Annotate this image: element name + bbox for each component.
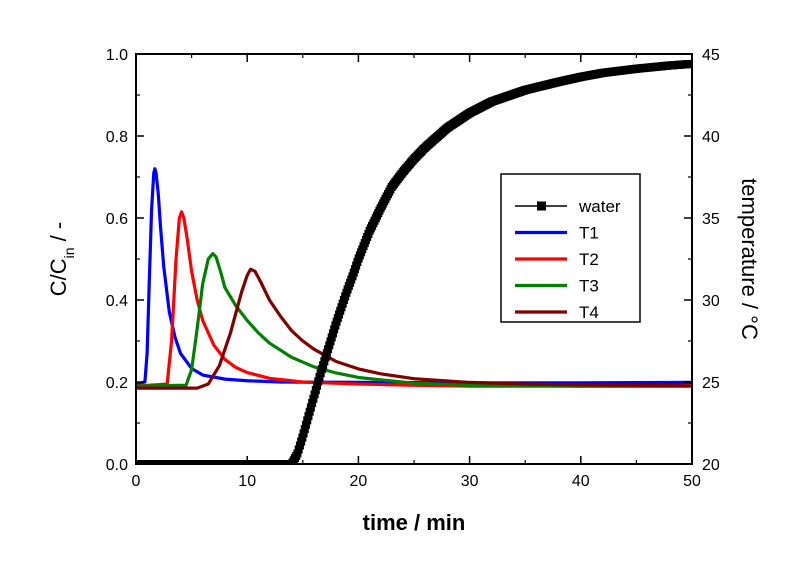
water-marker [311, 386, 320, 395]
plot-area [136, 59, 692, 464]
water-marker [304, 412, 313, 421]
series-markers-water [136, 59, 692, 464]
water-marker [306, 403, 315, 412]
legend-item-t1: T1 [515, 224, 599, 243]
water-marker [305, 407, 314, 416]
x-tick-label: 10 [238, 473, 256, 490]
y-axis-title: C/Cin / - [46, 222, 77, 296]
water-marker [303, 416, 312, 425]
y-tick-label: 0.4 [106, 293, 128, 310]
legend: water T1 T2 T3 T4 [500, 173, 641, 323]
series-line-t2 [136, 210, 692, 388]
legend-box [500, 173, 641, 323]
water-marker [687, 59, 692, 68]
water-marker [313, 381, 322, 390]
x-tick-label: 0 [132, 473, 141, 490]
legend-label: water [578, 197, 621, 216]
y2-tick-label: 25 [702, 375, 720, 392]
y2-tick-label: 45 [702, 47, 720, 64]
water-marker [310, 390, 319, 399]
y-axis-right: 20 25 30 35 40 45 [684, 47, 720, 474]
y-tick-label: 1.0 [106, 47, 128, 64]
water-marker [309, 394, 318, 403]
x-tick-label: 50 [683, 473, 701, 490]
y2-tick-label: 30 [702, 293, 720, 310]
svg-text:C/Cin / -: C/Cin / - [46, 222, 77, 296]
water-marker [300, 425, 309, 434]
y2-tick-label: 35 [702, 211, 720, 228]
legend-label: T4 [579, 303, 599, 322]
legend-item-t2: T2 [515, 250, 599, 269]
y2-axis-title: temperature / °C [737, 178, 762, 340]
water-marker [302, 420, 311, 429]
legend-label: T2 [579, 250, 599, 269]
series-line-t3 [136, 252, 692, 388]
y-tick-label: 0.8 [106, 129, 128, 146]
legend-item-water: water [515, 197, 621, 216]
x-tick-label: 20 [350, 473, 368, 490]
legend-label: T3 [579, 277, 599, 296]
y-axis-title-main: C/C [46, 258, 71, 296]
y-axis-title-suffix: / - [46, 222, 71, 248]
y-tick-label: 0.6 [106, 211, 128, 228]
water-marker [298, 433, 307, 442]
y-tick-label: 0.0 [106, 457, 128, 474]
x-axis: 0 10 20 30 40 50 [132, 54, 701, 490]
y2-tick-label: 20 [702, 457, 720, 474]
x-axis-title: time / min [363, 510, 466, 535]
legend-label: T1 [579, 224, 599, 243]
water-marker [314, 377, 323, 386]
water-marker [308, 399, 317, 408]
x-tick-label: 30 [461, 473, 479, 490]
legend-item-t4: T4 [515, 303, 599, 322]
y-axis-title-subscript: in [61, 247, 77, 258]
x-tick-label: 40 [572, 473, 590, 490]
y2-tick-label: 40 [702, 129, 720, 146]
legend-item-t3: T3 [515, 277, 599, 296]
water-marker [299, 429, 308, 438]
series-line-t4 [136, 267, 692, 390]
y-tick-label: 0.2 [106, 375, 128, 392]
legend-marker [537, 201, 546, 211]
y-axis-left: 0.0 0.2 0.4 0.6 0.8 1.0 [106, 47, 144, 474]
